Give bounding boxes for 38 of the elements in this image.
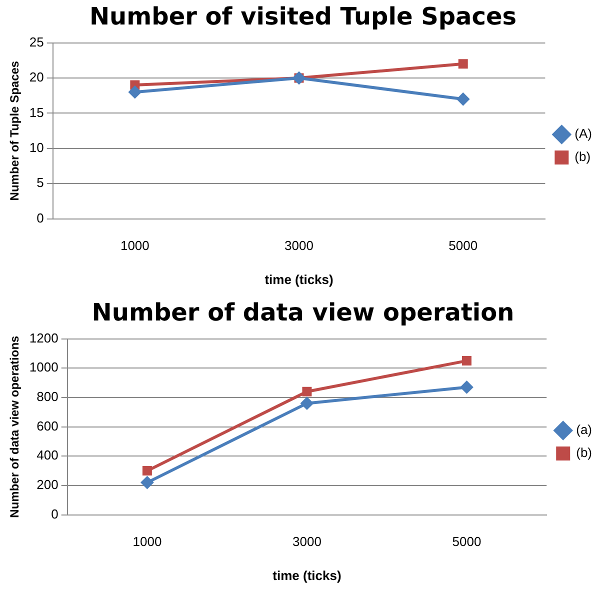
y-tick-label: 600 [36,418,58,434]
y-axis-title: Number of data view operations [8,335,22,518]
y-tick-label: 800 [36,389,58,404]
legend-label: (a) [576,422,592,438]
point [456,92,470,106]
x-axis-title: time (ticks) [272,568,342,583]
y-tick-label: 5 [36,175,44,190]
point [462,356,472,366]
point [300,396,314,410]
y-tick-label: 400 [36,448,58,463]
point [460,380,474,394]
legend-label: (b) [574,149,591,164]
y-tick-label: 0 [51,506,58,522]
x-tick-label: 5000 [452,534,482,550]
y-axis-title: Number of Tuple Spaces [8,60,22,201]
y-tick-label: 25 [29,34,44,50]
legend-label: (b) [576,445,592,460]
x-tick-label: 3000 [292,534,322,550]
x-axis-title: time (ticks) [264,272,334,287]
y-tick-label: 0 [36,210,44,226]
x-tick-label: 1000 [132,534,162,550]
legend-label: (A) [574,126,592,142]
y-tick-label: 10 [29,140,44,155]
point [140,476,154,490]
chart-title: Number of visited Tuple Spaces [89,2,517,31]
x-tick-label: 5000 [448,238,478,254]
y-tick-label: 1200 [29,330,58,346]
y-tick-label: 20 [29,70,44,85]
point [142,466,152,476]
y-tick-label: 15 [29,104,44,120]
x-tick-label: 3000 [284,238,314,254]
point [458,59,468,69]
point [128,86,142,99]
y-tick-label: 200 [36,477,58,492]
y-tick-label: 1000 [29,360,58,375]
point [302,386,312,396]
x-tick-label: 1000 [120,238,150,254]
chart-title: Number of data view operation [92,298,514,327]
